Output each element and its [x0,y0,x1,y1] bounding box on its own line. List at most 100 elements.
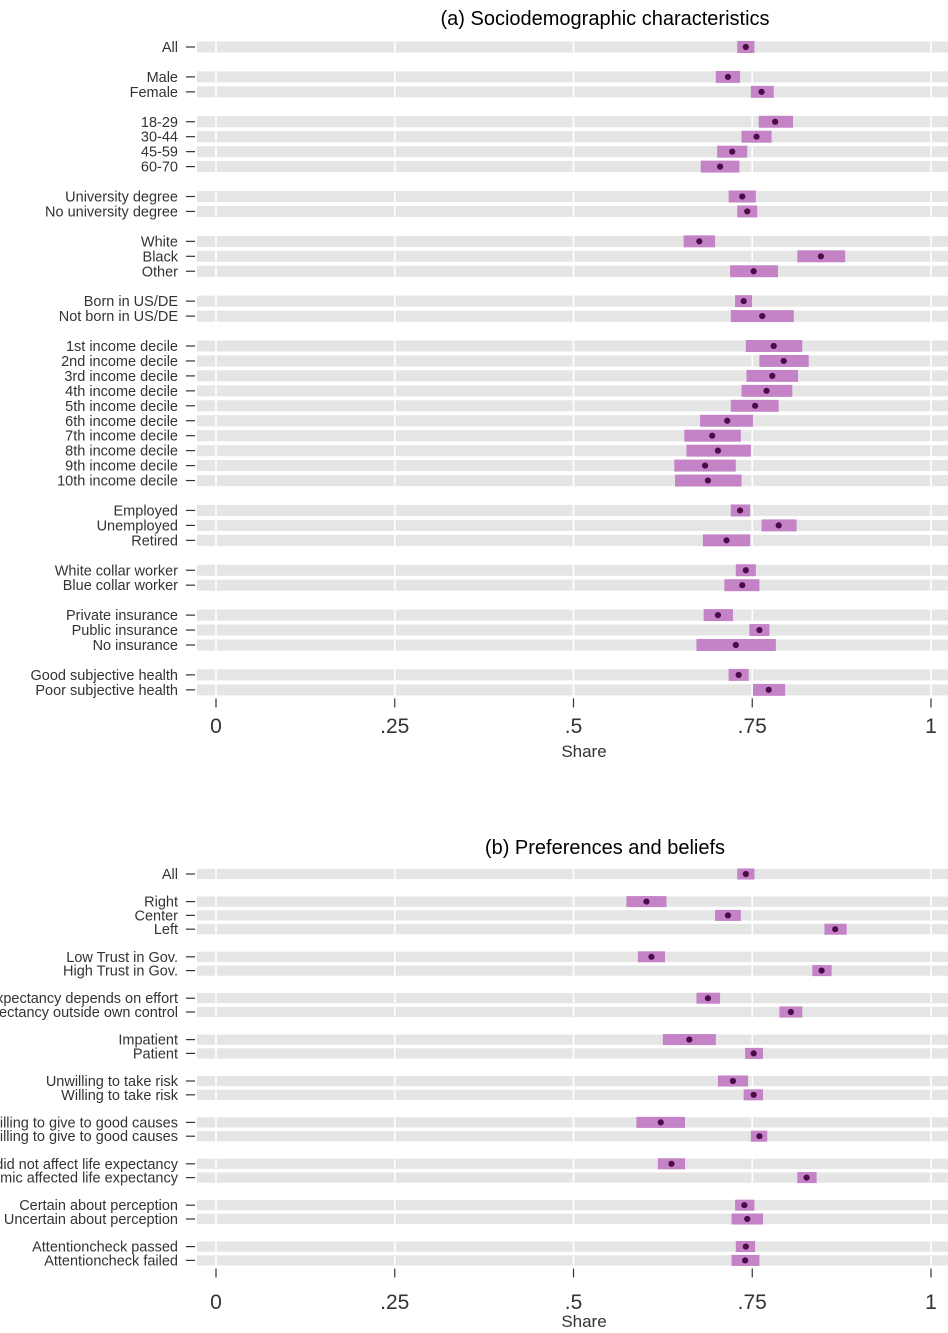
y-tick-label: White [141,234,178,250]
point-estimate [714,612,722,619]
row-band [197,1048,948,1059]
point-estimate [758,88,765,95]
y-tick-label: Uncertain about perception [4,1212,178,1228]
row-band [197,1255,948,1266]
y-tick-label: Pandemic did not affect life expectancy [0,1157,179,1173]
row-band [197,400,948,412]
row-band [197,370,948,382]
point-estimate [803,1174,810,1181]
row-band [197,896,948,907]
chart-panel-a: (a) Sociodemographic characteristics All M… [30,8,948,761]
point-estimate [724,73,732,80]
point-estimate [832,926,839,933]
chart-panel-b: (b) Preferences and beliefs All RightCente… [0,837,948,1331]
y-tick-label: Not born in US/DE [59,309,179,325]
row-band [197,355,948,367]
point-estimate [723,537,730,544]
row-band [197,131,948,143]
row-band [197,1213,948,1225]
row-band [197,1034,948,1045]
y-tick-label: 6th income decile [65,414,178,430]
row-band [197,460,948,472]
row-band [197,340,948,352]
point-estimate [742,870,749,878]
point-estimate [742,567,749,574]
row-band [197,1158,948,1169]
y-tick-label: Female [130,85,178,101]
y-tick-label: 5th income decile [65,399,178,415]
x-tick-label: .5 [565,715,583,738]
y-tick-label: Blue collar worker [63,578,178,594]
x-tick-label: .75 [738,715,767,738]
row-band [197,385,948,397]
row-band [197,924,948,935]
y-tick-label: Patient [133,1046,178,1062]
point-estimate [744,1215,751,1223]
row-band [197,71,948,83]
y-tick-label: Certain about perception [19,1198,178,1214]
row-band [197,475,948,487]
y-tick-label: Born in US/DE [84,294,179,310]
point-estimate [668,1160,675,1167]
y-tick-label: 2nd income decile [61,354,178,370]
row-band [197,669,948,681]
point-estimate [648,953,655,960]
point-estimate [735,671,742,679]
y-tick-label: 10th income decile [57,474,178,490]
point-estimate [741,1202,748,1209]
y-tick-label: 8th income decile [65,444,178,460]
point-estimate [739,193,746,200]
y-tick-label: No university degree [45,204,178,220]
point-estimate [714,447,722,454]
point-estimate [704,995,712,1002]
row-band [197,445,948,457]
x-tick-label: .5 [565,1291,583,1314]
row-band [197,624,948,636]
y-tick-label: Poor subjective health [35,683,178,699]
point-estimate [750,268,757,275]
x-axis-label: Share [561,1312,606,1331]
y-tick-label: Male [147,70,178,86]
y-tick-label: Willing to take risk [61,1088,179,1104]
x-axis-label: Share [561,742,606,761]
row-band [197,564,948,576]
point-estimate [709,432,716,439]
point-estimate [657,1119,664,1126]
y-tick-label: Good subjective health [30,668,178,684]
row-band [197,609,948,621]
row-band [197,205,948,217]
y-tick-label: Life expectancy outside own control [0,1005,178,1021]
point-estimate [701,462,709,469]
point-estimate [752,402,759,409]
point-estimate [724,417,731,424]
y-tick-label: 45-59 [141,145,178,161]
point-estimate [759,313,766,320]
y-tick-label: 60-70 [141,160,178,176]
row-band [197,250,948,262]
y-tick-label: 18-29 [141,115,178,131]
row-band [197,1241,948,1252]
row-band [197,161,948,173]
point-estimate [780,357,787,365]
point-estimate [643,898,650,905]
y-tick-label: All [162,867,178,883]
row-band [197,951,948,962]
point-estimate [750,1091,757,1098]
chart-title: (a) Sociodemographic characteristics [440,8,769,30]
row-band [197,265,948,277]
row-band [197,1131,948,1142]
y-tick-label: Life expectancy depends on effort [0,991,178,1007]
point-estimate [756,1133,763,1140]
x-tick-label: .75 [738,1291,767,1314]
y-tick-label: Impatient [118,1033,178,1049]
point-estimate [729,148,736,155]
y-tick-label: 30-44 [141,130,178,146]
x-tick-label: 0 [210,1291,222,1314]
y-tick-label: 7th income decile [65,429,178,445]
point-estimate [770,342,777,350]
row-band [197,190,948,203]
point-estimate [787,1008,794,1016]
point-estimate [704,477,712,484]
row-band [197,639,948,651]
x-tick-label: 1 [925,1291,937,1314]
